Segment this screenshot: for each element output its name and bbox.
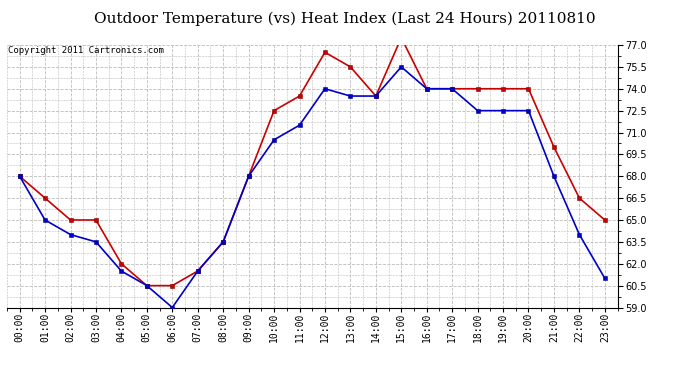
Text: Copyright 2011 Cartronics.com: Copyright 2011 Cartronics.com [8,46,164,56]
Text: Outdoor Temperature (vs) Heat Index (Last 24 Hours) 20110810: Outdoor Temperature (vs) Heat Index (Las… [95,11,595,26]
